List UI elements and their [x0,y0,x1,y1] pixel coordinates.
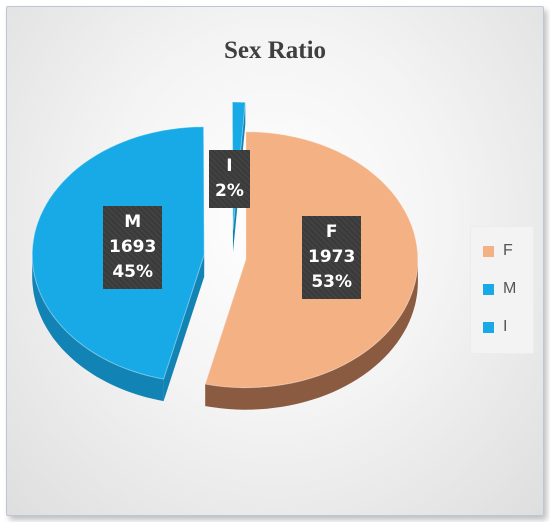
data-label-f-value: 1973 [308,247,356,267]
legend-label-m: M [503,280,517,297]
data-label-m-percent: 45% [112,262,154,282]
data-label-f-name: F [325,222,338,242]
data-label-i-percent: 2% [215,181,244,201]
legend-label-i: I [503,318,508,335]
data-label-m-value: 1693 [109,237,157,257]
legend-item-m: M [483,279,516,299]
pie-side-f [205,259,418,410]
chart-title: Sex Ratio [223,37,327,64]
legend-item-f: F [483,241,513,261]
data-label-i: I 2% [209,150,250,208]
pie-cut-m-0 [163,254,205,402]
legend-swatch-m [483,283,494,295]
legend: F M I [470,226,534,354]
data-label-f: F 1973 53% [302,216,362,299]
data-label-m-name: M [124,212,142,232]
legend-item-i: I [483,317,507,337]
legend-label-f: F [503,242,513,259]
data-label-i-name: I [226,156,233,176]
data-label-f-percent: 53% [311,272,353,292]
legend-swatch-i [483,321,494,333]
legend-swatch-f [483,245,494,257]
data-label-m: M 1693 45% [103,206,163,289]
pie-side-m [32,254,164,402]
